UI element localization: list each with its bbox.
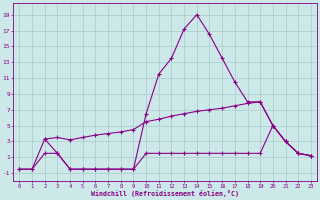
X-axis label: Windchill (Refroidissement éolien,°C): Windchill (Refroidissement éolien,°C) [91,190,239,197]
